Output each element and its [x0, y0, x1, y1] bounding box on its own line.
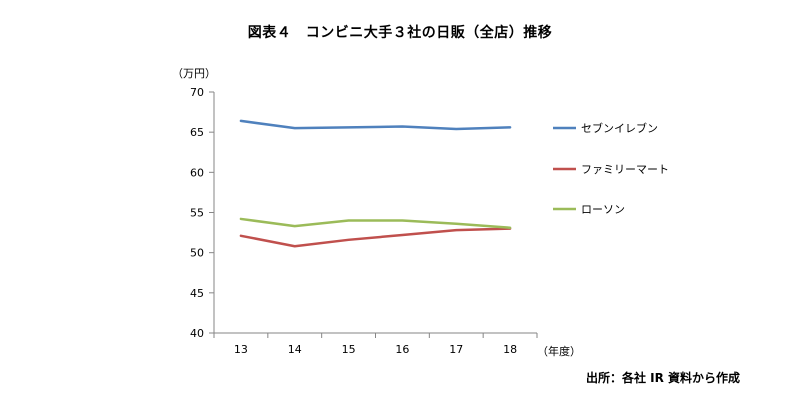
y-tick-label: 45: [190, 287, 204, 300]
series-line: [239, 119, 512, 131]
series-line: [239, 217, 512, 230]
source-note: 出所：各社 IR 資料から作成: [585, 371, 740, 385]
y-tick-label: 50: [190, 247, 204, 260]
legend-label: ローソン: [581, 203, 625, 216]
legend-label: ファミリーマート: [581, 163, 669, 176]
y-tick-label: 40: [190, 327, 204, 340]
legend-label: セブンイレブン: [581, 121, 658, 135]
series-lines: [239, 119, 512, 248]
y-axis-unit-label: （万円）: [172, 67, 216, 80]
x-tick-label: 16: [395, 343, 409, 356]
y-tick-label: 65: [190, 126, 204, 139]
y-tick-label: 55: [190, 207, 204, 220]
x-tick-label: 17: [449, 343, 463, 356]
chart-title: 図表４ コンビニ大手３社の日販（全店）推移: [247, 25, 553, 41]
x-tick-label: 13: [234, 343, 248, 356]
x-tick-label: 14: [288, 343, 302, 356]
x-tick-label: 15: [342, 343, 356, 356]
series-line: [239, 227, 512, 248]
axes: [209, 91, 538, 338]
x-tick-label: 18: [503, 343, 517, 356]
x-axis-unit-label: （年度）: [537, 344, 581, 358]
tick-labels: 40 45 50 55 60 65 70 13 14 15 16 17 18: [190, 86, 517, 356]
y-tick-label: 70: [190, 86, 204, 99]
y-tick-label: 60: [190, 166, 204, 179]
